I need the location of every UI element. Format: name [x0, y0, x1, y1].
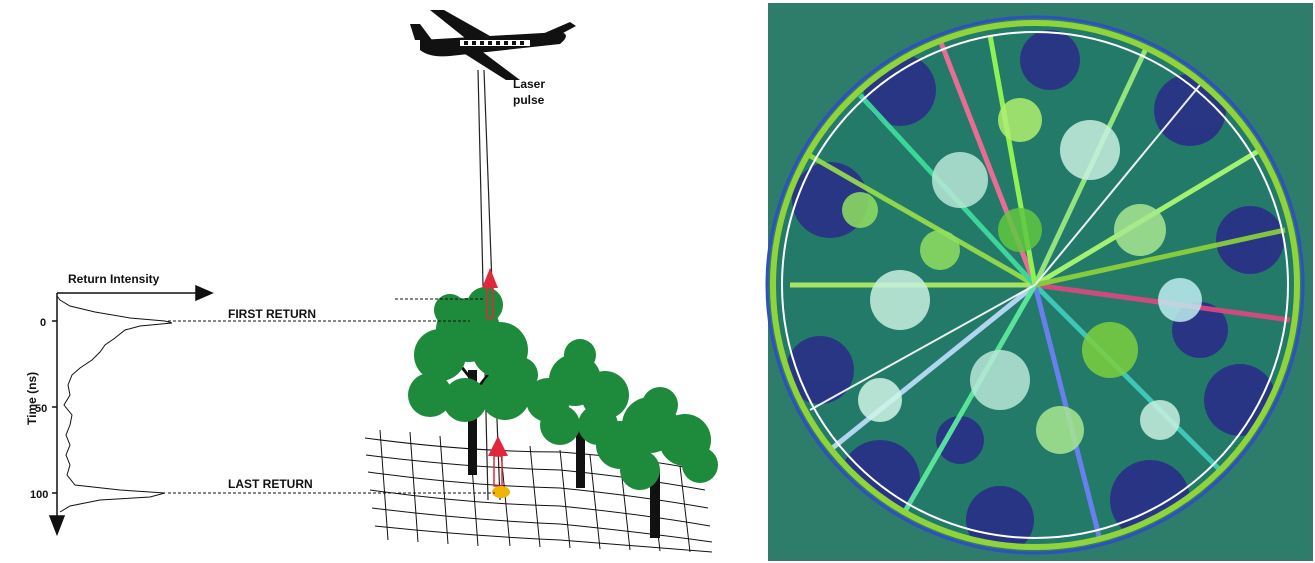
waveform-axes: [48, 284, 214, 537]
last-return-arrow: [488, 436, 508, 487]
y-tick-50: 50: [35, 403, 47, 415]
y-axis-label: Time (ns): [25, 372, 39, 425]
return-waveform: [56, 295, 173, 513]
laser-label-line1: Laser: [513, 77, 545, 91]
y-tick-100: 100: [30, 489, 48, 501]
airplane-icon: [410, 10, 576, 80]
hemispherical-scan-panel: [765, 3, 1313, 561]
laser-label-line2: pulse: [513, 93, 545, 107]
first-return-arrow: [482, 268, 498, 319]
first-return-label: FIRST RETURN: [228, 307, 316, 321]
tree-front: [596, 387, 718, 538]
lidar-schematic: Laser pulse: [25, 10, 718, 553]
return-guides: [168, 298, 495, 494]
last-return-label: LAST RETURN: [228, 477, 313, 491]
x-axis-label: Return Intensity: [68, 272, 160, 286]
edge-ring: [765, 15, 1305, 555]
ground-hit-spot: [492, 486, 510, 498]
inner-ring: [781, 31, 1289, 539]
y-tick-0: 0: [40, 317, 46, 329]
tree-large: [408, 287, 538, 475]
outer-ring: [770, 20, 1300, 550]
